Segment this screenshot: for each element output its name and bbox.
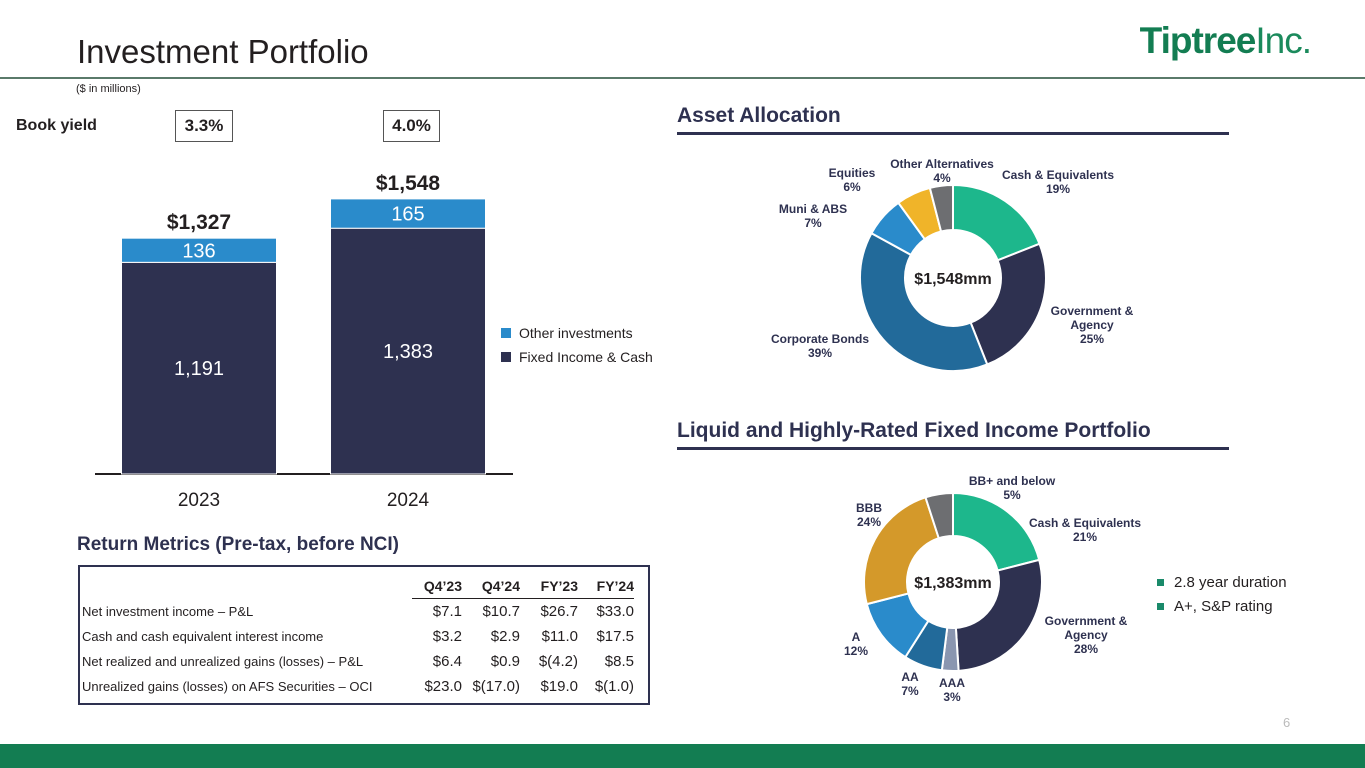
logo-text-2: Inc.	[1255, 20, 1312, 61]
cell-value: $17.5	[596, 628, 634, 645]
fixed-income-heading: Liquid and Highly-Rated Fixed Income Por…	[677, 419, 1151, 442]
bar-data-label: 136	[182, 240, 215, 262]
cell-value: $11.0	[541, 628, 578, 645]
legend-other-investments: Other investments	[501, 325, 633, 341]
bar-total-label: $1,327	[167, 211, 231, 234]
table-row: Net investment income – P&L $7.1 $10.7 $…	[82, 599, 634, 625]
bar-data-label: 165	[391, 204, 424, 226]
row-label: Net realized and unrealized gains (losse…	[82, 654, 364, 669]
logo-text-1: Tiptree	[1139, 20, 1257, 61]
slice-label: Muni & ABS 7%	[779, 202, 847, 230]
cell-value: $(4.2)	[538, 653, 578, 670]
fixed-income-donut: Cash & Equivalents 21% Government & Agency 2…	[844, 474, 1141, 704]
asset-allocation-heading: Asset Allocation	[677, 104, 841, 127]
page-title: Investment Portfolio	[77, 33, 369, 70]
footer-bar	[0, 744, 1365, 768]
cell-value: $2.9	[490, 628, 520, 645]
asset-allocation-donut: Cash & Equivalents 19% Government & Agency 2…	[771, 157, 1134, 372]
table-row: Unrealized gains (losses) on AFS Securit…	[82, 674, 634, 699]
slice-label: Cash & Equivalents 21%	[1029, 516, 1141, 544]
x-tick-label: 2024	[387, 490, 430, 511]
column-header: Q4’24	[462, 573, 520, 599]
note-duration: 2.8 year duration	[1157, 574, 1287, 591]
table-header-row: Q4’23 Q4’24 FY’23 FY’24	[82, 573, 634, 599]
column-header: FY’23	[520, 573, 578, 599]
donut-slice	[969, 242, 1047, 366]
donut-slice	[954, 558, 1043, 672]
cell-value: $(17.0)	[472, 678, 520, 695]
return-metrics-box: Q4’23 Q4’24 FY’23 FY’24 Net investment i…	[78, 565, 650, 705]
bar-segment	[121, 261, 277, 475]
row-label: Cash and cash equivalent interest income	[82, 629, 324, 644]
bar-segment	[330, 227, 486, 475]
column-header: Q4’23	[412, 573, 462, 599]
legend-swatch-other	[501, 328, 511, 338]
asset-allocation-rule	[677, 132, 1229, 135]
bullet-icon	[1157, 579, 1164, 586]
slice-label: Cash & Equivalents 19%	[1002, 168, 1114, 196]
stacked-bar-chart: 1,191 136 $1,327 2023 1,383 165 $1,548 2024	[95, 172, 513, 511]
slice-label: Corporate Bonds 39%	[771, 332, 869, 360]
slice-label: Other Alternatives 4%	[890, 157, 994, 185]
donut-slice	[924, 491, 954, 540]
bar-segment	[330, 198, 486, 229]
cell-value: $19.0	[540, 678, 578, 695]
slice-label: AAA 3%	[939, 676, 965, 704]
slice-label: Government & Agency 28%	[1045, 614, 1128, 656]
bar-total-label: $1,548	[376, 172, 441, 195]
note-duration-text: 2.8 year duration	[1174, 574, 1287, 591]
company-logo: TiptreeInc.	[1139, 20, 1312, 62]
donut-slice	[859, 231, 989, 372]
return-metrics-table: Q4’23 Q4’24 FY’23 FY’24 Net investment i…	[82, 573, 634, 699]
legend-fixed-income: Fixed Income & Cash	[501, 349, 653, 365]
bullet-icon	[1157, 603, 1164, 610]
cell-value: $3.2	[432, 628, 462, 645]
cell-value: $26.7	[540, 603, 578, 620]
cell-value: $10.7	[482, 603, 520, 620]
table-row: Net realized and unrealized gains (losse…	[82, 649, 634, 674]
slice-label: BB+ and below 5%	[969, 474, 1056, 502]
column-header: FY’24	[578, 573, 634, 599]
cell-value: $7.1	[432, 603, 462, 620]
slice-label: Equities 6%	[829, 166, 876, 194]
bar-data-label: 1,383	[383, 341, 433, 363]
legend-label-other: Other investments	[519, 325, 633, 341]
row-label: Unrealized gains (losses) on AFS Securit…	[82, 679, 373, 694]
note-rating-text: A+, S&P rating	[1174, 598, 1273, 615]
return-metrics-heading: Return Metrics (Pre-tax, before NCI)	[77, 534, 400, 555]
cell-value: $8.5	[604, 653, 634, 670]
cell-value: $23.0	[424, 678, 462, 695]
donut-slice	[952, 491, 1041, 572]
cell-value: $0.9	[490, 653, 520, 670]
slice-label: AA 7%	[901, 670, 919, 698]
cell-value: $(1.0)	[594, 678, 634, 695]
donut-slice	[863, 496, 941, 606]
book-yield-label: Book yield	[16, 117, 97, 134]
page-number: 6	[1283, 715, 1291, 730]
book-yield-2024: 4.0%	[383, 110, 440, 142]
slice-label: BBB 24%	[856, 501, 882, 529]
bar-data-label: 1,191	[174, 358, 224, 380]
donut-center-label: $1,548mm	[914, 271, 991, 288]
slice-label: A 12%	[844, 630, 868, 658]
row-label: Net investment income – P&L	[82, 603, 254, 619]
legend-swatch-fixed	[501, 352, 511, 362]
cell-value: $33.0	[596, 603, 634, 620]
x-tick-label: 2023	[178, 490, 220, 511]
book-yield-2023: 3.3%	[175, 110, 233, 142]
legend-label-fixed: Fixed Income & Cash	[519, 349, 653, 365]
note-rating: A+, S&P rating	[1157, 598, 1273, 615]
slice-label: Government & Agency 25%	[1051, 304, 1134, 346]
header-divider	[0, 77, 1365, 79]
table-row: Cash and cash equivalent interest income…	[82, 624, 634, 649]
bar-segment	[121, 237, 277, 263]
fixed-income-rule	[677, 447, 1229, 450]
cell-value: $6.4	[432, 653, 462, 670]
donut-center-label: $1,383mm	[914, 575, 991, 592]
donut-slice	[928, 183, 954, 233]
units-note: ($ in millions)	[76, 83, 141, 95]
